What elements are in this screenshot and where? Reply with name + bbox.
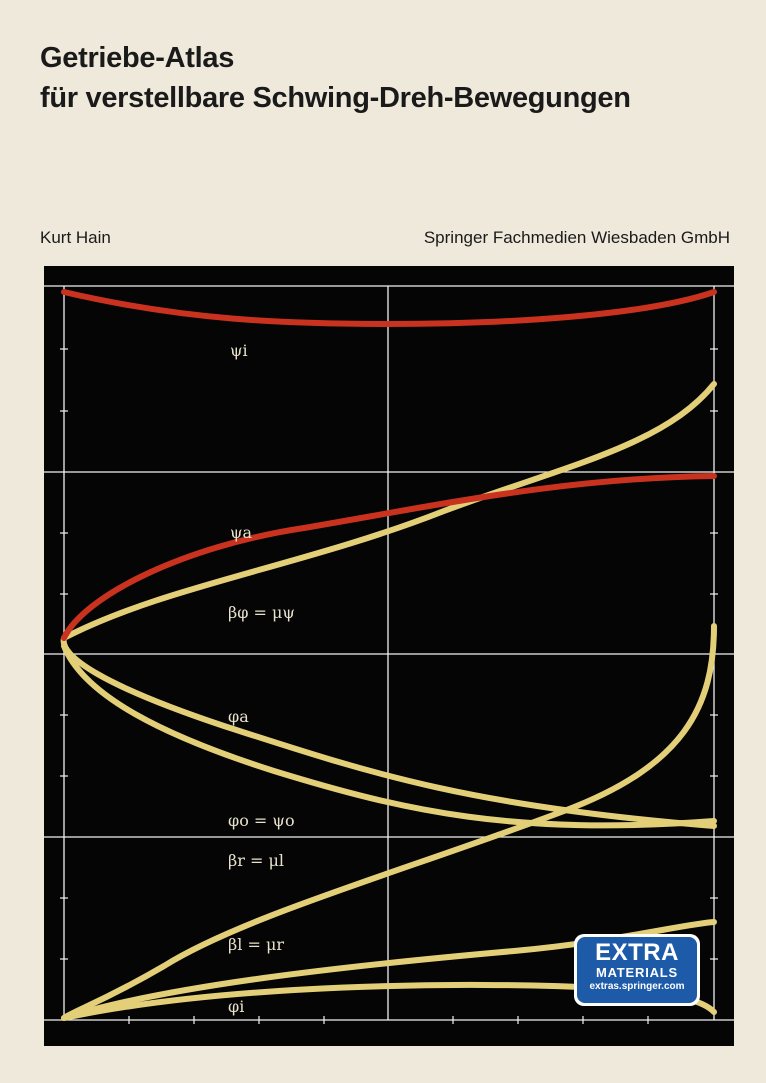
label-beta-l: βl = μr bbox=[228, 935, 284, 954]
tick-marks bbox=[60, 348, 718, 1024]
curve-psi-a bbox=[61, 473, 717, 641]
label-beta-phi: βφ = μψ bbox=[228, 603, 295, 622]
curve-beta-l bbox=[61, 919, 717, 1021]
label-phi-a: φa bbox=[228, 707, 249, 726]
badge-line-2: MATERIALS bbox=[595, 965, 679, 980]
author-name: Kurt Hain bbox=[40, 228, 111, 247]
label-phi-o: φo = ψo bbox=[228, 811, 295, 830]
badge-url: extras.springer.com bbox=[589, 981, 685, 992]
title-line-1: Getriebe-Atlas bbox=[40, 42, 235, 74]
curve-phi-o bbox=[61, 643, 717, 829]
badge-inner: EXTRA MATERIALS extras.springer.com bbox=[577, 937, 697, 1003]
grid-lines bbox=[44, 285, 734, 1021]
title-line-2: für verstellbare Schwing-Dreh-Bewegungen bbox=[40, 82, 631, 114]
curve-psi-i bbox=[61, 289, 717, 328]
curve-beta-r bbox=[61, 623, 717, 1021]
cover-title: Getriebe-Atlas für verstellbare Schwing-… bbox=[40, 38, 631, 118]
label-phi-i: φi bbox=[228, 997, 244, 1016]
extra-materials-badge[interactable]: EXTRA MATERIALS extras.springer.com bbox=[574, 934, 700, 1006]
diagram-svg: ψi ψa βφ = μψ φa φo = ψo βr = μl βl = μr… bbox=[44, 285, 734, 1024]
cover-diagram: ψi ψa βφ = μψ φa φo = ψo βr = μl βl = μr… bbox=[44, 266, 734, 1046]
label-beta-r: βr = μl bbox=[228, 851, 284, 870]
curve-beta-phi bbox=[61, 381, 717, 641]
badge-line-1: EXTRA bbox=[595, 939, 679, 966]
label-psi-i: ψi bbox=[230, 341, 248, 360]
red-curves bbox=[61, 289, 717, 641]
curve-phi-a bbox=[60, 635, 717, 829]
curve-labels: ψi ψa βφ = μψ φa φo = ψo βr = μl βl = μr… bbox=[228, 341, 295, 1016]
publisher-name: Springer Fachmedien Wiesbaden GmbH bbox=[423, 228, 730, 247]
label-psi-a: ψa bbox=[230, 523, 253, 542]
